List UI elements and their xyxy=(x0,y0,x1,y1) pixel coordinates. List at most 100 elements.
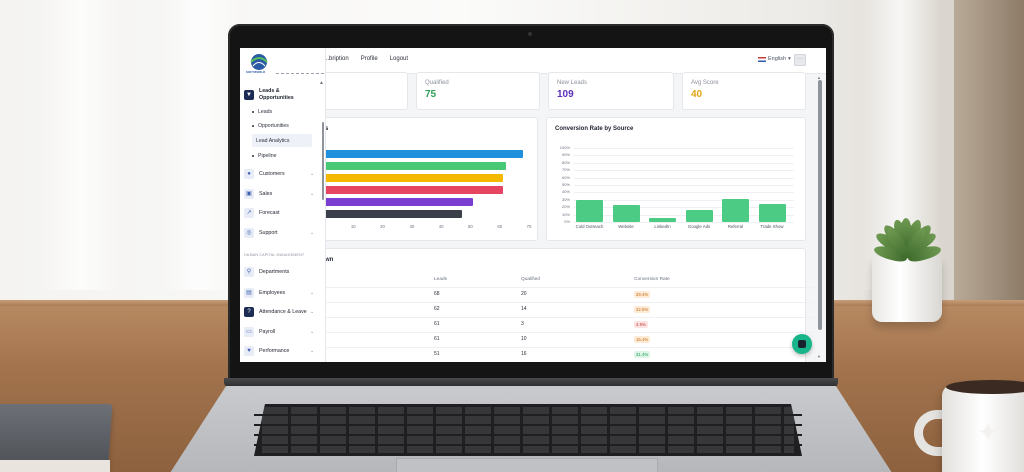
chevron-up-icon[interactable]: ▲ xyxy=(319,80,324,86)
trackpad xyxy=(396,458,658,472)
grid-line xyxy=(574,207,794,209)
y-tick-label: 0% xyxy=(564,219,570,224)
nav-profile-link[interactable]: Profile xyxy=(360,56,378,62)
conversion-rate-badge: 16.4% xyxy=(634,335,651,343)
active-item-highlight xyxy=(252,134,312,147)
sales-icon: ▣ xyxy=(244,189,254,199)
sidebar-sub-leads[interactable]: Leads xyxy=(252,109,272,115)
sidebar-item-leads-opportunities[interactable]: ▼ Leads & Opportunities xyxy=(244,88,301,102)
sidebar-item-customers[interactable]: ● Customers xyxy=(244,169,285,179)
sidebar-item-label: Leads & Opportunities xyxy=(259,88,294,101)
bar[interactable] xyxy=(324,210,462,218)
bar[interactable] xyxy=(576,200,603,222)
sidebar-item-payroll[interactable]: ▭ Payroll xyxy=(244,327,275,337)
kpi-label: Avg Score xyxy=(691,80,719,86)
bar[interactable] xyxy=(324,198,474,206)
kpi-label: Qualified xyxy=(425,80,449,86)
sidebar-sub-lead-analytics[interactable]: Lead Analytics xyxy=(256,138,290,144)
y-tick-label: 100% xyxy=(559,145,570,150)
sidebar-sub-opportunities[interactable]: Opportunities xyxy=(252,123,289,129)
webcam xyxy=(528,32,532,36)
x-category-label: Trade Show xyxy=(760,224,784,229)
sidebar-item-support[interactable]: ◎ Support xyxy=(244,228,278,238)
kpi-value: 75 xyxy=(425,89,437,100)
y-tick-label: 70% xyxy=(561,167,570,173)
cell-qualified: 16 xyxy=(521,351,527,357)
conversion-rate-badge: 22.5% xyxy=(634,305,651,313)
x-category-label: Referral xyxy=(727,224,744,229)
x-category-label: Cold Outreach xyxy=(575,224,604,229)
table-row-divider xyxy=(324,347,814,348)
grid-line xyxy=(574,155,794,157)
chevron-down-icon: ⌄ xyxy=(310,309,315,315)
coffee-mug xyxy=(942,384,1024,472)
y-tick-label: 90% xyxy=(561,152,570,158)
keyboard xyxy=(254,404,802,456)
bar[interactable] xyxy=(324,162,506,170)
main-scrollbar[interactable] xyxy=(818,80,822,330)
column-header-conversion-rate: Conversion Rate xyxy=(634,277,670,282)
bar[interactable] xyxy=(324,174,503,182)
sidebar-item-performance[interactable]: ♥ Performance xyxy=(244,346,289,356)
curtain-light xyxy=(40,0,120,290)
sidebar-item-departments[interactable]: ⚲ Departments xyxy=(244,267,289,277)
bar[interactable] xyxy=(612,205,640,222)
chart-title: s xyxy=(325,126,329,132)
section-label-hcm: HUMAN CAPITAL MANAGEMENT xyxy=(244,253,305,257)
bar[interactable] xyxy=(649,218,676,222)
globe-logo-icon xyxy=(250,54,268,70)
kpi-value: 109 xyxy=(557,89,574,100)
grid-line xyxy=(574,162,794,164)
table-row-divider xyxy=(324,287,814,288)
user-menu-button[interactable]: ··· xyxy=(794,54,806,66)
x-category-label: Google Ads xyxy=(687,224,711,229)
x-category-label: LinkedIn xyxy=(654,224,671,229)
grid-line xyxy=(574,170,794,172)
nav-subscription-link[interactable]: ...bription xyxy=(324,56,349,62)
bar[interactable] xyxy=(722,198,749,222)
plant-pot xyxy=(872,256,942,322)
mug-coffee xyxy=(946,380,1024,394)
sidebar-scrollbar[interactable] xyxy=(322,122,324,200)
top-bar: ...bription Profile Logout English ▾ ··· xyxy=(240,48,826,74)
x-tick-label: 20 xyxy=(380,224,385,229)
x-tick-label: 10 xyxy=(350,224,356,229)
bar[interactable] xyxy=(324,186,503,194)
attendance-icon: ? xyxy=(244,307,254,317)
y-tick-label: 60% xyxy=(561,174,570,180)
sidebar-item-sales[interactable]: ▣ Sales xyxy=(244,189,272,199)
grid-line xyxy=(574,192,794,194)
table-row-divider xyxy=(324,317,814,318)
sidebar-item-employees[interactable]: ▤ Employees xyxy=(244,288,285,298)
sidebar-item-forecast[interactable]: ↗ Forecast xyxy=(244,208,280,218)
bar[interactable] xyxy=(758,203,786,222)
chat-fab-button[interactable] xyxy=(792,334,812,354)
nav-logout-link[interactable]: Logout xyxy=(389,56,409,62)
language-selector[interactable]: English ▾ xyxy=(758,56,791,62)
bar[interactable] xyxy=(324,150,524,158)
sidebar-item-attendance-leave[interactable]: ? Attendance & Leave xyxy=(244,307,307,317)
mug-handle xyxy=(914,410,954,456)
column-header-qualified: Qualified xyxy=(521,277,540,282)
funnel-icon: ▼ xyxy=(244,90,254,100)
bar[interactable] xyxy=(685,209,713,222)
y-tick-label: 40% xyxy=(561,189,570,195)
sparkle-watermark-icon: ✦ xyxy=(977,417,999,447)
scroll-down-icon[interactable]: ▼ xyxy=(817,354,821,359)
grid-line xyxy=(574,148,794,149)
sidebar-sub-pipeline[interactable]: Pipeline xyxy=(252,153,276,159)
chevron-down-icon: ⌄ xyxy=(310,348,315,354)
cell-qualified: 14 xyxy=(521,306,527,312)
chevron-down-icon: ⌄ xyxy=(310,191,315,197)
grid-line xyxy=(574,185,794,186)
wood-panel xyxy=(954,0,1024,300)
y-tick-label: 30% xyxy=(561,196,570,202)
chat-bot-icon xyxy=(798,340,806,348)
performance-icon: ♥ xyxy=(244,346,254,356)
chevron-down-icon: ▾ xyxy=(788,56,791,62)
kpi-label: New Leads xyxy=(557,80,588,86)
table-row-divider xyxy=(324,332,814,333)
employees-icon: ▤ xyxy=(244,288,254,298)
scroll-up-icon[interactable]: ▲ xyxy=(817,75,821,80)
conversion-rate-badge: 4.9% xyxy=(634,320,648,328)
